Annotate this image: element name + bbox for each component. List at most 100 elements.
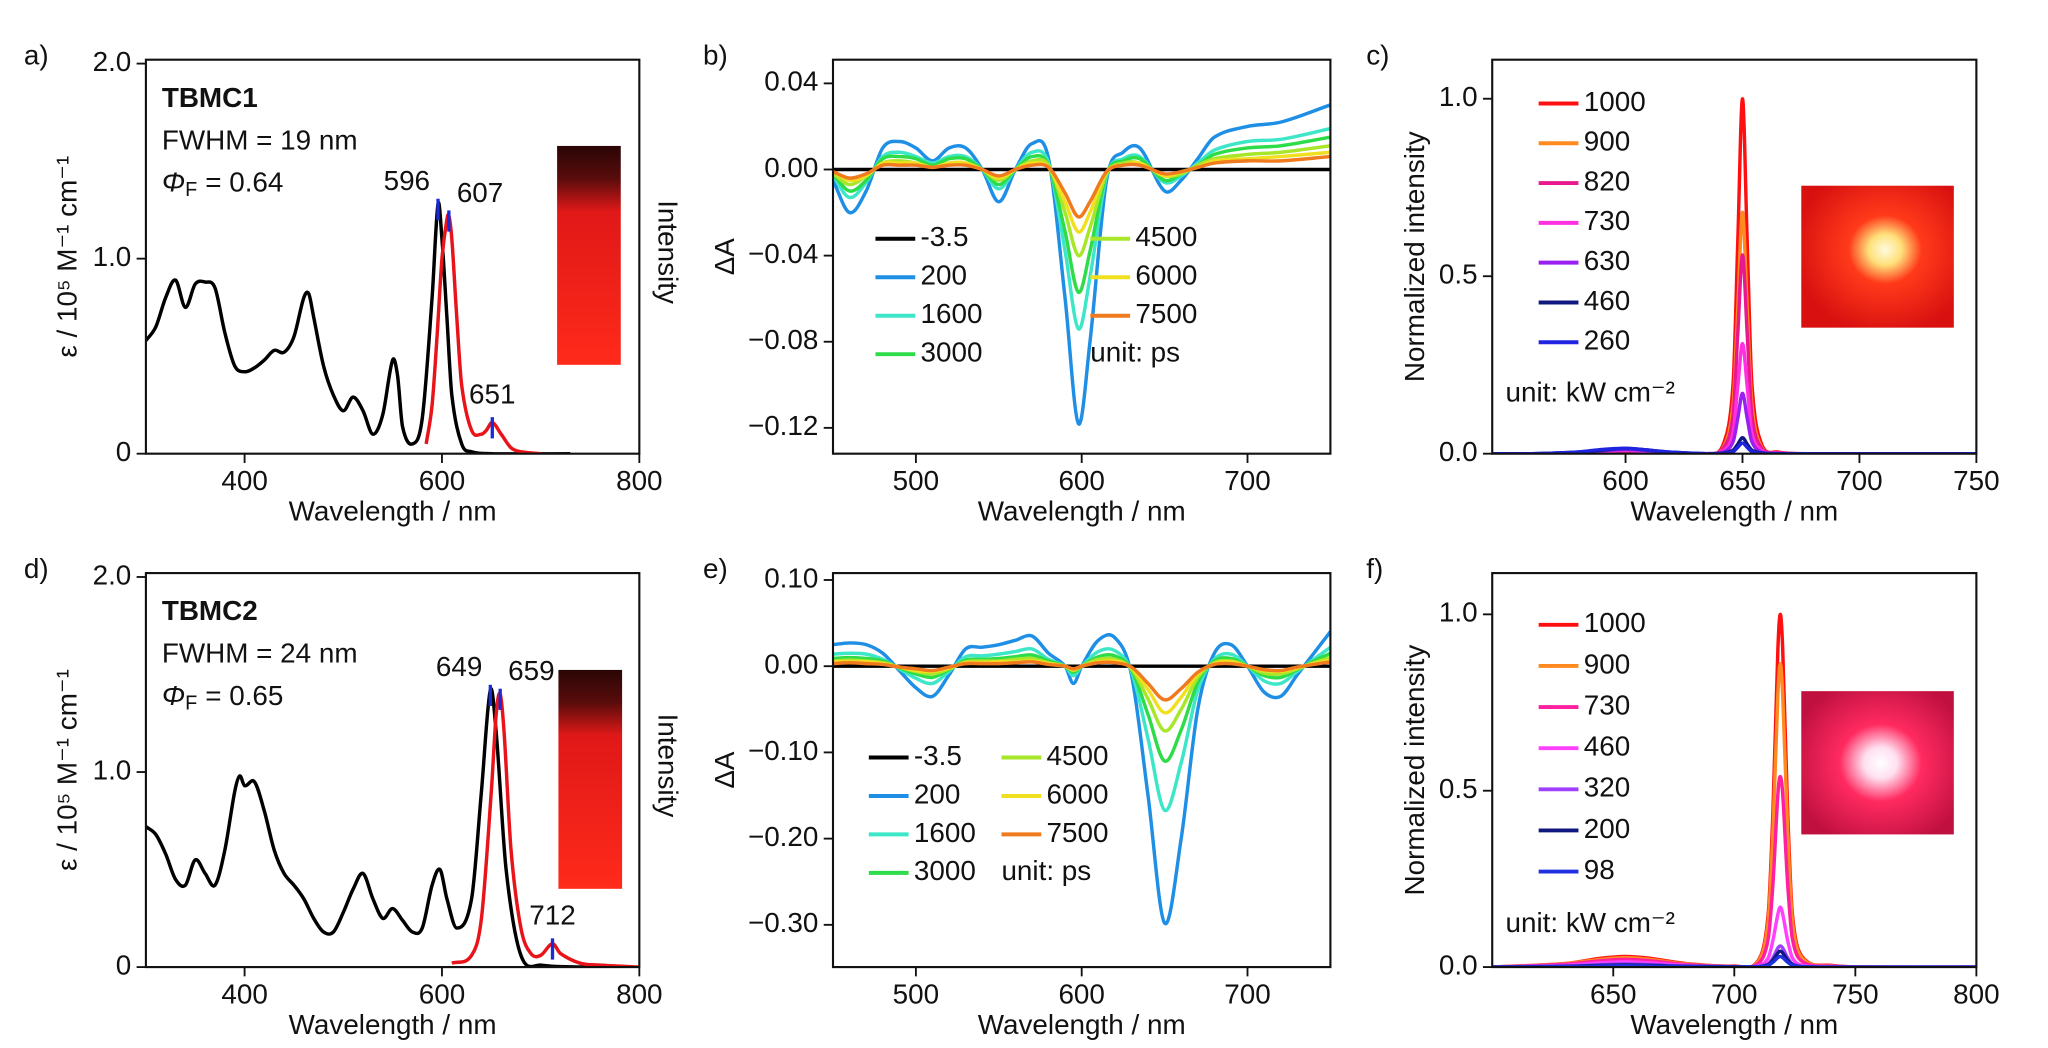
y-tick-label: 1.0 — [93, 241, 132, 272]
legend-label: 200 — [914, 778, 960, 809]
y-tick-label: 0.00 — [764, 152, 818, 183]
y-tick-label: 1.0 — [93, 754, 132, 785]
x-tick-label: 600 — [1058, 465, 1104, 496]
series-group — [832, 103, 1331, 426]
plot-frame — [1491, 572, 1978, 969]
legend-label: 900 — [1584, 648, 1630, 679]
lasing-photo — [1801, 691, 1954, 835]
x-tick-label: 700 — [1224, 979, 1270, 1010]
spectrum-line — [145, 200, 571, 454]
legend-label: 4500 — [1047, 740, 1109, 771]
compound-name: TBMC1 — [162, 82, 258, 113]
panel: f) 650 700 750 800 0.0 0.5 1.0 Wavelength / nm No… — [1366, 553, 1999, 1040]
phi-subscript: F — [185, 179, 197, 201]
phi-value: = 0.64 — [205, 167, 283, 198]
y-tick-label: −0.30 — [748, 907, 818, 938]
x-tick-label: 600 — [1602, 465, 1648, 496]
x-tick-label: 750 — [1953, 465, 1999, 496]
panel: a) 400 600 800 0 1.0 2.0 Wavelength / nm ε / 10⁵… — [24, 39, 684, 526]
y-tick-label: 1.0 — [1439, 81, 1478, 112]
x-axis-title: Wavelength / nm — [289, 1009, 497, 1040]
legend-label: -3.5 — [914, 740, 962, 771]
panel-label: c) — [1366, 39, 1389, 70]
x-tick-label: 700 — [1224, 465, 1270, 496]
y-tick-label: 0.0 — [1439, 436, 1478, 467]
peak-label: 596 — [384, 165, 430, 196]
legend-label: 1000 — [1584, 607, 1646, 638]
legend-label: 900 — [1584, 126, 1630, 157]
legend-label: 1000 — [1584, 86, 1646, 117]
panel: b) 500 600 700 0.04 0.00 −0.04 −0.08 −0.12 Wavele… — [703, 39, 1332, 527]
spectrum-line — [1492, 774, 1977, 968]
legend-label: 460 — [1584, 731, 1630, 762]
y-tick-label: 0.04 — [764, 66, 818, 97]
legend-label: 6000 — [1047, 778, 1109, 809]
y-tick-label: 2.0 — [93, 46, 132, 77]
y-tick-label: −0.10 — [748, 735, 818, 766]
legend-label: 1600 — [914, 817, 976, 848]
plot-frame — [1491, 58, 1978, 455]
spectrum-line — [424, 212, 541, 454]
x-tick-label: 600 — [419, 979, 465, 1010]
legend-label: 7500 — [1047, 817, 1109, 848]
vial-photo — [557, 145, 621, 365]
y-tick-label: 0.10 — [764, 562, 818, 593]
vial-photo — [558, 669, 623, 889]
spectrum-line — [1492, 954, 1977, 968]
x-tick-label: 600 — [1058, 979, 1104, 1010]
fwhm-note: FWHM = 19 nm — [162, 124, 358, 155]
phi-subscript: F — [185, 693, 197, 715]
y-tick-label: −0.20 — [748, 821, 818, 852]
y-tick-label: 0.0 — [1439, 949, 1478, 980]
x-axis-title: Wavelength / nm — [978, 496, 1186, 527]
y-tick-label: 0.00 — [764, 649, 818, 680]
lasing-photo — [1801, 185, 1954, 328]
x-tick-label: 600 — [419, 465, 465, 496]
panel-label: b) — [703, 39, 728, 70]
x-tick-label: 400 — [221, 979, 267, 1010]
y-tick-label: −0.12 — [748, 410, 818, 441]
y-tick-label: −0.04 — [748, 238, 818, 269]
x-tick-label: 700 — [1711, 979, 1757, 1010]
panel: d) 400 600 800 0 1.0 2.0 Wavelength / nm ε / 10⁵… — [24, 553, 684, 1040]
fwhm-note: FWHM = 24 nm — [162, 638, 358, 669]
y-tick-label: 0 — [116, 949, 131, 980]
legend-label: 200 — [1584, 813, 1630, 844]
panel-label: e) — [703, 553, 728, 584]
peak-label: 659 — [508, 655, 554, 686]
y-axis-title: Normalized intensity — [1399, 645, 1430, 896]
spectrum-line — [1492, 662, 1977, 968]
x-axis-title: Wavelength / nm — [1630, 1009, 1838, 1040]
legend-label: 460 — [1584, 285, 1630, 316]
y-tick-label: 0.5 — [1439, 773, 1478, 804]
legend-title: unit: kW cm⁻² — [1505, 907, 1674, 938]
x-tick-label: 500 — [893, 465, 939, 496]
plot-frame — [144, 58, 641, 455]
panel-label: f) — [1366, 553, 1383, 584]
legend-label: 200 — [921, 260, 967, 291]
legend-label: 3000 — [921, 337, 983, 368]
legend-label: 6000 — [1135, 260, 1197, 291]
y-tick-label: −0.08 — [748, 324, 818, 355]
y-axis-title: ε / 10⁵ M⁻¹ cm⁻¹ — [51, 156, 82, 358]
legend-label: 7500 — [1135, 298, 1197, 329]
spectrum-line — [145, 687, 600, 968]
quantum-yield: ΦF = 0.65 — [162, 680, 284, 715]
x-tick-label: 400 — [221, 465, 267, 496]
peak-label: 651 — [469, 378, 515, 409]
legend-label: 1600 — [921, 298, 983, 329]
y2-axis-title: Intensity — [653, 714, 684, 818]
phi-symbol: Φ — [162, 680, 185, 711]
y-axis-title: ΔA — [709, 751, 740, 789]
x-tick-label: 750 — [1832, 979, 1878, 1010]
peak-label: 712 — [529, 899, 575, 930]
legend-label: -3.5 — [921, 221, 969, 252]
legend-label: 98 — [1584, 854, 1615, 885]
legend-label: 4500 — [1135, 221, 1197, 252]
legend-label: 730 — [1584, 205, 1630, 236]
y-axis-title: ε / 10⁵ M⁻¹ cm⁻¹ — [51, 669, 82, 871]
y-tick-label: 2.0 — [93, 559, 132, 590]
legend-title: unit: kW cm⁻² — [1505, 376, 1674, 407]
